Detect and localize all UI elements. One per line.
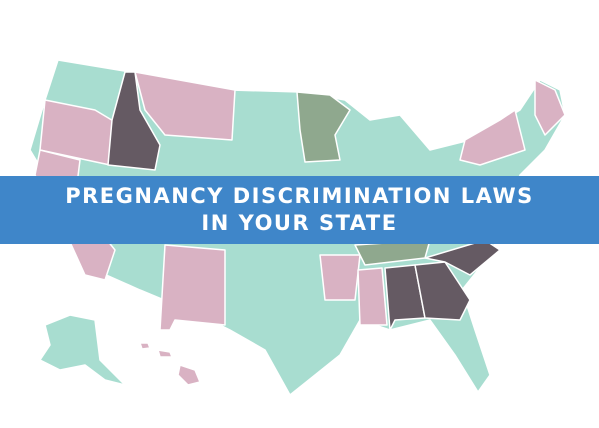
title-banner: PREGNANCY DISCRIMINATION LAWS IN YOUR ST… [0,176,599,244]
state-mississippi [357,267,388,326]
title-line: PREGNANCY DISCRIMINATION LAWS [65,184,534,208]
state-hawaii-islands [157,349,173,358]
state-hawaii-islands [139,342,151,350]
state-alaska [39,314,126,386]
state-arkansas [319,254,361,301]
state-new-mexico [159,244,226,331]
state-minnesota [296,91,351,163]
state-alabama [384,264,426,331]
state-hawaii [177,364,201,386]
state-new-york [459,109,526,166]
state-idaho [107,71,161,171]
state-maine [534,79,566,136]
state-montana [134,71,236,141]
state-georgia [414,261,471,321]
title-line: IN YOUR STATE [201,211,398,235]
